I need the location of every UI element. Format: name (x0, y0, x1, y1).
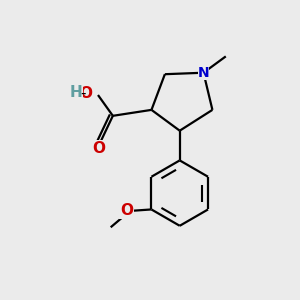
Text: O: O (80, 86, 93, 101)
Text: -: - (80, 86, 86, 101)
Text: N: N (198, 66, 209, 80)
Text: O: O (120, 203, 133, 218)
Text: O: O (92, 141, 105, 156)
Text: H: H (69, 85, 82, 100)
